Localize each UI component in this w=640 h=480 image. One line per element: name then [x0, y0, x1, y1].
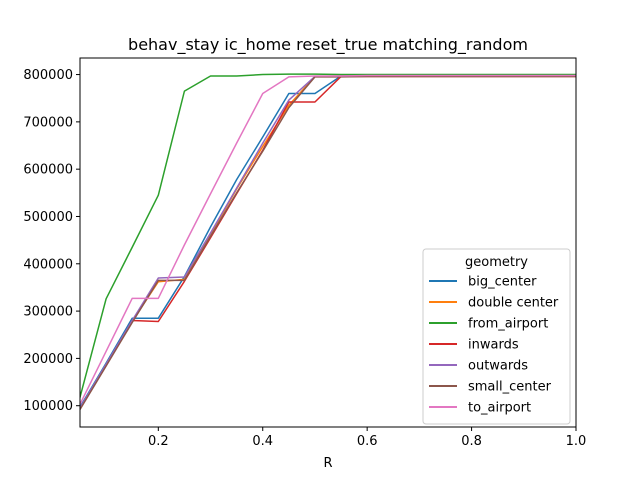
- x-tick-label: 0.2: [148, 434, 169, 449]
- legend-entry-label: to_airport: [468, 401, 531, 416]
- legend-entry-label: big_center: [468, 275, 537, 290]
- x-axis-label: R: [323, 456, 332, 471]
- x-axis: 0.2 0.4 0.6 0.8 1.0: [148, 427, 586, 449]
- plot-frame: [79, 57, 577, 428]
- legend-entry-label: outwards: [468, 359, 528, 374]
- x-tick-label: 0.6: [357, 434, 378, 449]
- y-tick-label: 100000: [23, 399, 73, 414]
- chart-title: behav_stay ic_home reset_true matching_r…: [128, 35, 528, 55]
- series-line-small-center: [80, 75, 576, 411]
- series-line-from-airport: [80, 73, 576, 399]
- y-tick-label: 200000: [23, 352, 73, 367]
- x-tick-label: 0.4: [252, 434, 273, 449]
- x-tick-label: 1.0: [566, 434, 587, 449]
- legend-box: [422, 248, 571, 425]
- legend-entry-label: from_airport: [468, 317, 548, 332]
- legend-entry-label: inwards: [468, 338, 519, 353]
- series-line-to-airport: [80, 74, 576, 406]
- legend-entry-label: double center: [468, 296, 559, 311]
- y-tick-label: 700000: [23, 115, 73, 130]
- x-tick-label: 0.8: [461, 434, 482, 449]
- y-tick-label: 500000: [23, 210, 73, 225]
- y-tick-label: 800000: [23, 68, 73, 83]
- y-tick-label: 600000: [23, 163, 73, 178]
- legend-title: geometry: [465, 255, 528, 270]
- y-tick-label: 400000: [23, 257, 73, 272]
- y-tick-label: 300000: [23, 305, 73, 320]
- y-axis: 100000 200000 300000 400000 500000 600000 7000…: [23, 68, 80, 414]
- legend-entry-label: small_center: [468, 380, 552, 395]
